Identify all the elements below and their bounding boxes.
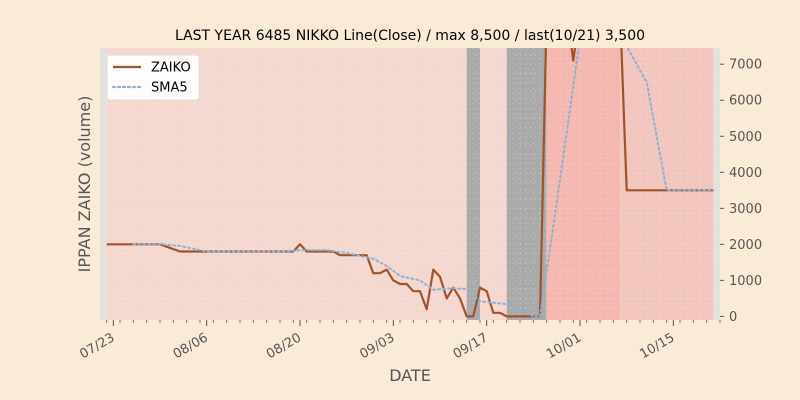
y-tick-label: 5000 xyxy=(729,130,762,145)
background-band-tail xyxy=(713,48,720,320)
y-tick-label: 3000 xyxy=(729,202,762,217)
grid-lines xyxy=(100,48,720,320)
legend: ZAIKO SMA5 xyxy=(106,54,200,101)
y-axis-label: IPPAN ZAIKO (volume) xyxy=(75,96,94,273)
chart-title: LAST YEAR 6485 NIKKO Line(Close) / max 8… xyxy=(175,28,645,44)
background-band-2 xyxy=(466,48,480,320)
legend-label-sma5: SMA5 xyxy=(151,81,188,96)
y-tick-label: 2000 xyxy=(729,238,762,253)
y-tick-label: 7000 xyxy=(729,58,762,73)
y-tick-label: 4000 xyxy=(729,166,762,181)
legend-label-zaiko: ZAIKO xyxy=(151,61,191,76)
background-band-5 xyxy=(546,48,620,320)
background-band-3 xyxy=(480,48,507,320)
background-band-6 xyxy=(620,48,714,320)
background-band-0 xyxy=(100,48,107,320)
series-layer xyxy=(106,48,715,318)
x-axis-label: DATE xyxy=(389,366,431,385)
series-line-sma5 xyxy=(132,48,715,318)
y-tick-label: 0 xyxy=(729,310,737,325)
y-tick-label: 6000 xyxy=(729,94,762,109)
y-tick-label: 1000 xyxy=(729,274,762,289)
